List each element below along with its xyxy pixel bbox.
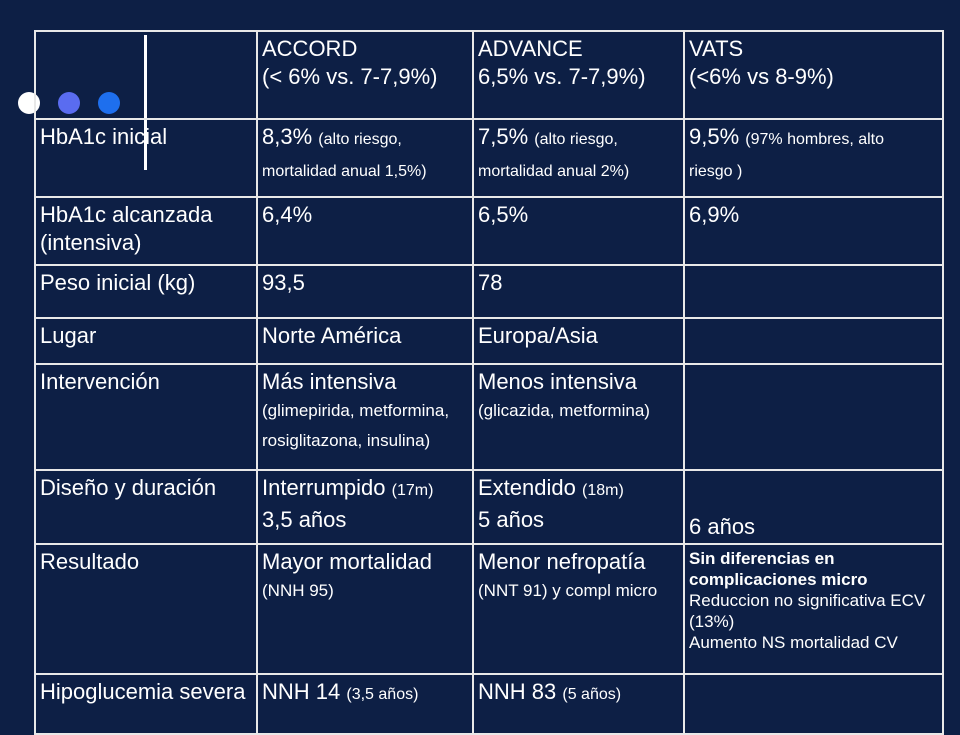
row-label: Peso inicial (kg) bbox=[34, 264, 258, 319]
table-cell: 7,5% (alto riesgo, mortalidad anual 2%) bbox=[472, 118, 685, 198]
column-header-vats: VATS (<6% vs 8-9%) bbox=[683, 30, 944, 120]
comparison-table: ACCORD (< 6% vs. 7-7,9%) ADVANCE 6,5% vs… bbox=[34, 30, 944, 735]
table-cell: NNH 83 (5 años) bbox=[472, 673, 685, 735]
table-cell: 78 bbox=[472, 264, 685, 319]
table-cell: Extendido (18m) 5 años bbox=[472, 469, 685, 545]
column-header-advance: ADVANCE 6,5% vs. 7-7,9%) bbox=[472, 30, 685, 120]
table-cell bbox=[683, 363, 944, 471]
table-row: Peso inicial (kg) 93,5 78 bbox=[34, 264, 944, 319]
table-cell: Menos intensiva (glicazida, metformina) bbox=[472, 363, 685, 471]
table-cell: Interrumpido (17m) 3,5 años bbox=[256, 469, 474, 545]
table-cell bbox=[683, 264, 944, 319]
table-cell: Menor nefropatía (NNT 91) y compl micro bbox=[472, 543, 685, 675]
header-row: ACCORD (< 6% vs. 7-7,9%) ADVANCE 6,5% vs… bbox=[34, 30, 944, 120]
table-cell bbox=[683, 673, 944, 735]
table-row: HbA1c alcanzada (intensiva) 6,4% 6,5% 6,… bbox=[34, 196, 944, 266]
table-row: Intervención Más intensiva (glimepirida,… bbox=[34, 363, 944, 471]
table-cell: 8,3% (alto riesgo, mortalidad anual 1,5%… bbox=[256, 118, 474, 198]
slide: ACCORD (< 6% vs. 7-7,9%) ADVANCE 6,5% vs… bbox=[18, 30, 944, 735]
table-cell: 6 años bbox=[683, 469, 944, 545]
row-label: HbA1c alcanzada (intensiva) bbox=[34, 196, 258, 266]
table-cell: 6,5% bbox=[472, 196, 685, 266]
table-cell bbox=[683, 317, 944, 365]
row-label: Diseño y duración bbox=[34, 469, 258, 545]
row-label: Lugar bbox=[34, 317, 258, 365]
table-cell: 93,5 bbox=[256, 264, 474, 319]
table-row: Resultado Mayor mortalidad (NNH 95) Meno… bbox=[34, 543, 944, 675]
row-label: Resultado bbox=[34, 543, 258, 675]
table-row: Diseño y duración Interrumpido (17m) 3,5… bbox=[34, 469, 944, 545]
table-cell: 9,5% (97% hombres, alto riesgo ) bbox=[683, 118, 944, 198]
table-row: Hipoglucemia severa NNH 14 (3,5 años) NN… bbox=[34, 673, 944, 735]
table-cell: 6,9% bbox=[683, 196, 944, 266]
column-header-accord: ACCORD (< 6% vs. 7-7,9%) bbox=[256, 30, 474, 120]
table-row: HbA1c inicial 8,3% (alto riesgo, mortali… bbox=[34, 118, 944, 198]
table-cell: NNH 14 (3,5 años) bbox=[256, 673, 474, 735]
table-cell: 6,4% bbox=[256, 196, 474, 266]
row-label: Intervención bbox=[34, 363, 258, 471]
table-cell: Mayor mortalidad (NNH 95) bbox=[256, 543, 474, 675]
table-row: Lugar Norte América Europa/Asia bbox=[34, 317, 944, 365]
row-label: HbA1c inicial bbox=[34, 118, 258, 198]
corner-cell bbox=[34, 30, 258, 120]
table-cell: Más intensiva (glimepirida, metformina, … bbox=[256, 363, 474, 471]
table-cell: Europa/Asia bbox=[472, 317, 685, 365]
row-label: Hipoglucemia severa bbox=[34, 673, 258, 735]
table-cell: Sin diferencias en complicaciones micro … bbox=[683, 543, 944, 675]
table-cell: Norte América bbox=[256, 317, 474, 365]
